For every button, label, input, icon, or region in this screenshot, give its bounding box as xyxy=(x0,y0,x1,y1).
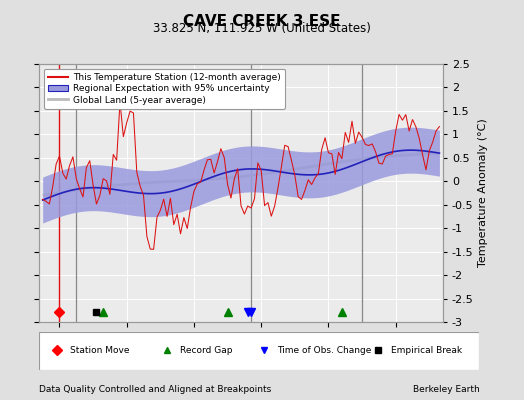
Text: CAVE CREEK 3 ESE: CAVE CREEK 3 ESE xyxy=(183,14,341,29)
Text: Station Move: Station Move xyxy=(70,346,129,355)
Y-axis label: Temperature Anomaly (°C): Temperature Anomaly (°C) xyxy=(478,119,488,267)
Text: 33.825 N, 111.925 W (United States): 33.825 N, 111.925 W (United States) xyxy=(153,22,371,35)
Legend: This Temperature Station (12-month average), Regional Expectation with 95% uncer: This Temperature Station (12-month avera… xyxy=(44,68,285,109)
Text: Record Gap: Record Gap xyxy=(180,346,233,355)
Text: Berkeley Earth: Berkeley Earth xyxy=(413,385,479,394)
Text: Data Quality Controlled and Aligned at Breakpoints: Data Quality Controlled and Aligned at B… xyxy=(39,385,271,394)
Text: Empirical Break: Empirical Break xyxy=(391,346,463,355)
Text: Time of Obs. Change: Time of Obs. Change xyxy=(277,346,372,355)
